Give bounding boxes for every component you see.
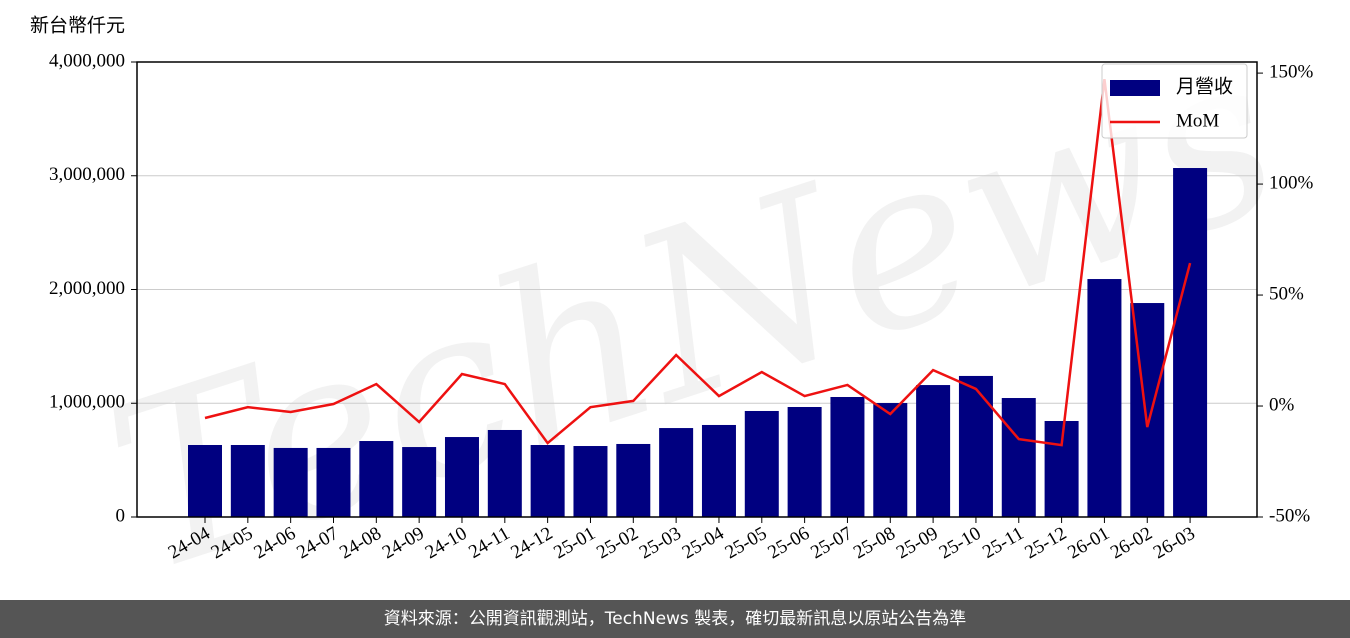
bar (873, 403, 908, 517)
bar (359, 441, 394, 517)
legend-swatch (1110, 80, 1160, 96)
bar (530, 444, 565, 517)
bar (1173, 168, 1208, 517)
x-tick-label: 25-05 (722, 523, 771, 563)
bar (188, 444, 222, 517)
y-tick-label: 3,000,000 (49, 164, 125, 185)
x-tick-label: 25-11 (979, 523, 1027, 563)
legend-box (1101, 63, 1248, 139)
y2-tick-label: 100% (1269, 172, 1314, 193)
legend-label: 月營收 (1176, 75, 1233, 97)
bar (573, 446, 608, 517)
bar (1001, 398, 1036, 517)
x-tick-label: 25-03 (636, 523, 685, 563)
line (204, 78, 1192, 447)
bar (787, 407, 822, 517)
x-tick-label: 25-09 (893, 523, 942, 563)
x-tick-label: 25-01 (550, 523, 599, 563)
y-tick-label: 4,000,000 (49, 50, 125, 71)
x-tick-label: 26-03 (1150, 523, 1199, 563)
bar (958, 375, 993, 517)
y-axis-label: 新台幣仟元 (30, 14, 125, 36)
x-tick-label: 25-02 (593, 523, 642, 563)
x-tick-label: 25-10 (936, 523, 985, 563)
bar (273, 447, 308, 517)
bar (701, 424, 736, 517)
x-tick-label: 25-08 (850, 523, 899, 563)
bar (616, 443, 651, 517)
bar (830, 396, 865, 517)
bar (230, 444, 265, 517)
y-tick-label: 1,000,000 (49, 392, 125, 413)
bar (744, 410, 779, 517)
bar (316, 447, 351, 517)
x-tick-label: 25-12 (1021, 523, 1070, 563)
x-tick-label: 24-12 (507, 523, 556, 563)
bar (444, 437, 479, 517)
x-tick-label: 26-01 (1064, 523, 1113, 563)
bar (1087, 279, 1122, 517)
y-tick-label: 2,000,000 (49, 278, 125, 299)
x-tick-label: 24-11 (465, 523, 513, 563)
bar (916, 385, 951, 517)
bar (402, 447, 437, 517)
x-tick-label: 25-04 (679, 523, 728, 564)
bar (659, 428, 694, 517)
legend-label: MoM (1176, 110, 1219, 131)
y2-tick-label: 0% (1269, 394, 1295, 415)
x-tick-label: 25-07 (807, 523, 856, 563)
x-tick-label: 26-02 (1107, 523, 1156, 563)
y2-tick-label: -50% (1269, 505, 1310, 526)
bar (487, 429, 522, 517)
y2-tick-label: 50% (1269, 283, 1304, 304)
y2-tick-label: 150% (1269, 61, 1314, 82)
plot-frame (136, 61, 1258, 518)
y-tick-label: 0 (116, 505, 126, 526)
footer: 資料來源：公開資訊觀測站，TechNews 製表，確切最新訊息以原站公告為準 (384, 609, 966, 629)
footer-band (0, 600, 1350, 638)
x-tick-label: 25-06 (764, 523, 813, 563)
